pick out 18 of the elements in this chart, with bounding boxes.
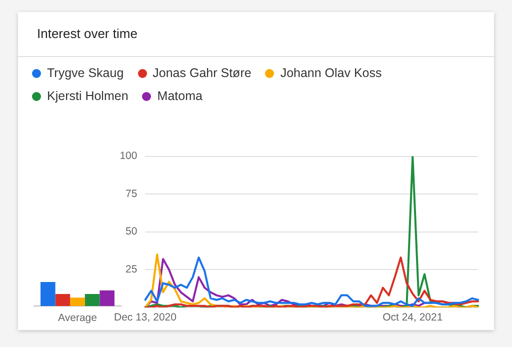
x-tick-label: Average	[58, 312, 98, 324]
bar	[70, 298, 85, 306]
legend-label: Kjersti Holmen	[47, 89, 128, 103]
x-tick-label: Oct 24, 2021	[382, 312, 443, 324]
legend-label: Johann Olav Koss	[280, 66, 382, 80]
bar	[40, 282, 56, 306]
y-tick-label: 75	[126, 188, 138, 200]
legend-label: Matoma	[157, 89, 202, 103]
bar	[55, 294, 70, 306]
y-tick-label: 25	[126, 264, 138, 276]
bar	[84, 294, 100, 306]
y-tick-label: 50	[126, 226, 138, 238]
y-tick-label: 100	[120, 150, 138, 162]
legend-label: Trygve Skaug	[47, 66, 124, 80]
x-tick-label: Dec 13, 2020	[114, 312, 177, 324]
chart-title: Interest over time	[37, 26, 138, 41]
legend-label: Jonas Gahr Støre	[152, 66, 252, 80]
bar	[100, 290, 114, 306]
